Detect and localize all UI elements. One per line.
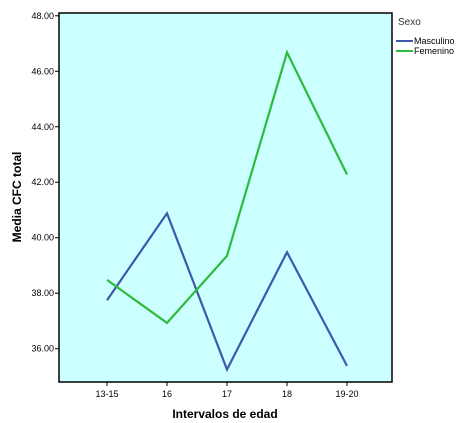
x-tick-label: 19-20: [335, 389, 358, 399]
y-tick-label: 48.00: [31, 11, 54, 21]
x-tick-label: 13-15: [95, 389, 118, 399]
x-axis: 13-15 16 17 18 19-20: [95, 382, 359, 399]
y-tick-label: 40.00: [31, 233, 54, 243]
series-line-masculino: [106, 210, 348, 373]
y-tick-label: 46.00: [31, 66, 54, 76]
y-axis: 36.00 38.00 40.00 42.00 44.00 46.00 48.00: [31, 11, 59, 354]
y-tick-label: 38.00: [31, 288, 54, 298]
y-tick-label: 42.00: [31, 177, 54, 187]
plot-area: [58, 12, 393, 383]
x-tick-label: 18: [282, 389, 292, 399]
legend-label-masculino: Masculino: [414, 36, 455, 46]
x-axis-title: Intervalos de edad: [172, 407, 277, 421]
x-tick-label: 17: [222, 389, 232, 399]
y-tick-label: 44.00: [31, 122, 54, 132]
y-axis-title: Media CFC total: [10, 152, 24, 243]
series-line-femenino: [106, 49, 348, 325]
y-tick-label: 36.00: [31, 344, 54, 354]
legend-title: Sexo: [398, 17, 421, 28]
series-lines: [106, 49, 348, 373]
legend-label-femenino: Femenino: [414, 46, 454, 56]
x-tick-label: 16: [162, 389, 172, 399]
